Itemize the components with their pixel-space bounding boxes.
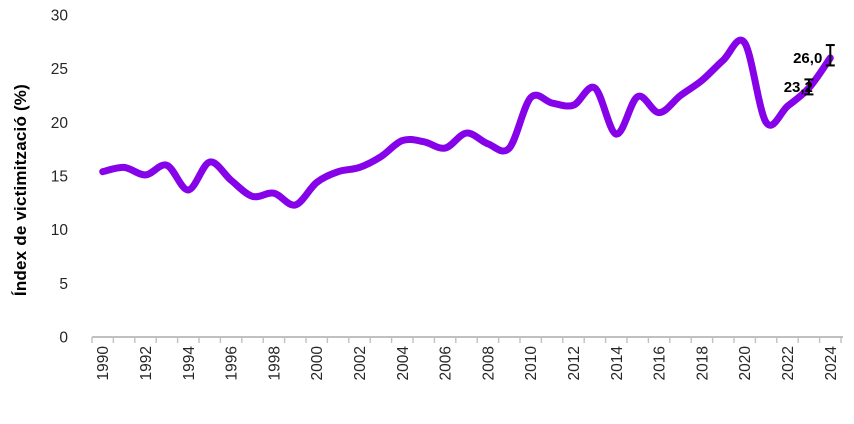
y-tick-label: 30 (51, 8, 69, 25)
data-label: 23,2 (784, 79, 813, 96)
x-tick-label: 2004 (395, 346, 412, 381)
x-tick-label: 1998 (266, 346, 283, 380)
x-tick-label: 2024 (823, 346, 840, 381)
y-tick-label: 15 (51, 169, 68, 186)
x-tick-label: 1992 (138, 346, 155, 380)
x-tick-label: 2018 (694, 346, 711, 380)
x-tick-label: 1990 (95, 346, 112, 381)
x-tick-label: 1994 (181, 346, 198, 381)
victimization-rate-line (99, 36, 834, 209)
x-tick-label: 2022 (780, 346, 797, 380)
x-tick-label: 2010 (523, 346, 540, 381)
x-tick-label: 2014 (609, 346, 626, 381)
x-tick-label: 2012 (566, 346, 583, 380)
x-tick-label: 2002 (352, 346, 369, 380)
y-tick-label: 0 (59, 330, 68, 347)
x-tick-label: 2006 (438, 346, 455, 380)
x-tick-label: 2016 (652, 346, 669, 380)
y-tick-label: 10 (51, 222, 69, 239)
x-tick-label: 1996 (224, 346, 241, 380)
y-tick-label: 25 (51, 61, 68, 78)
x-tick-label: 2008 (480, 346, 497, 380)
y-tick-label: 20 (51, 115, 69, 132)
error-bar (804, 78, 814, 96)
x-tick-label: 2020 (737, 346, 754, 381)
error-bar (825, 44, 835, 67)
x-tick-label: 2000 (309, 346, 326, 381)
data-label: 26,0 (793, 50, 822, 67)
y-tick-label: 5 (59, 276, 68, 293)
